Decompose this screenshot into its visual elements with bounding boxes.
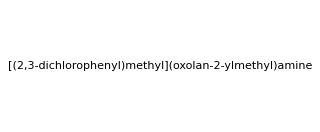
Text: [(2,3-dichlorophenyl)methyl](oxolan-2-ylmethyl)amine: [(2,3-dichlorophenyl)methyl](oxolan-2-yl… xyxy=(8,61,312,71)
